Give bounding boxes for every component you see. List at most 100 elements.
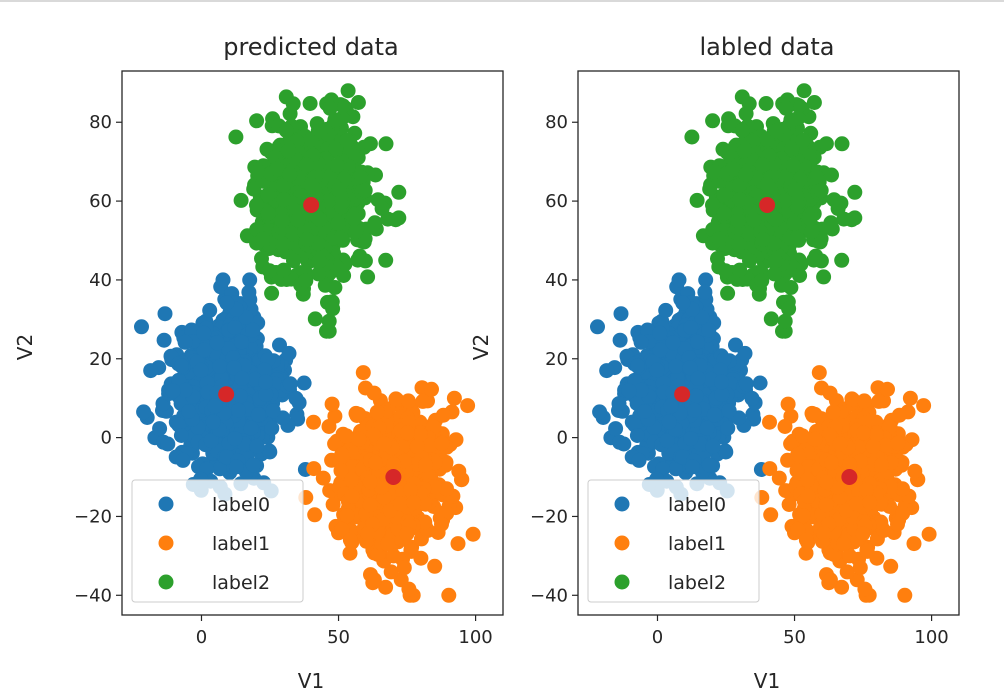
- scatter-point-label2: [725, 161, 741, 177]
- scatter-point-label0: [698, 272, 714, 288]
- scatter-point-label1: [434, 435, 450, 451]
- scatter-point-label1: [315, 470, 331, 486]
- scatter-point-label2: [311, 253, 327, 269]
- legend-label: label2: [212, 572, 270, 594]
- scatter-point-label0: [265, 403, 281, 419]
- scatter-point-label2: [313, 123, 329, 139]
- scatter-point-label1: [369, 404, 385, 420]
- scatter-point-label1: [368, 455, 383, 471]
- scatter-point-label1: [435, 407, 451, 423]
- scatter-point-label1: [396, 560, 412, 576]
- scatter-point-label1: [862, 495, 878, 510]
- scatter-point-label2: [777, 313, 793, 329]
- scatter-point-label2: [330, 215, 346, 231]
- scatter-point-label2: [767, 266, 782, 282]
- scatter-point-label1: [842, 548, 857, 564]
- centroid-point: [218, 386, 235, 403]
- scatter-point-label2: [299, 157, 315, 173]
- scatter-point-label1: [824, 455, 839, 471]
- scatter-point-label1: [380, 536, 396, 552]
- scatter-point-label1: [902, 390, 918, 406]
- scatter-point-label1: [342, 532, 358, 548]
- scatter-point-label0: [184, 322, 199, 338]
- scatter-point-label2: [795, 133, 811, 149]
- scatter-point-label1: [422, 437, 438, 453]
- scatter-point-label0: [649, 362, 665, 378]
- scatter-point-label1: [839, 564, 855, 580]
- scatter-point-label2: [716, 187, 732, 203]
- scatter-point-label0: [241, 284, 257, 300]
- y-tick-label: 60: [89, 191, 112, 212]
- scatter-point-label2: [275, 236, 291, 252]
- scatter-point-label2: [808, 169, 824, 185]
- scatter-point-label1: [836, 536, 852, 552]
- scatter-point-label0: [196, 342, 212, 358]
- scatter-point-label2: [755, 231, 771, 247]
- scatter-point-label0: [207, 398, 223, 414]
- scatter-point-label2: [711, 231, 727, 247]
- scatter-point-label1: [415, 393, 431, 409]
- scatter-point-label1: [409, 439, 425, 455]
- scatter-point-label1: [821, 427, 837, 443]
- scatter-point-label2: [834, 252, 850, 268]
- scatter-point-label0: [675, 449, 691, 465]
- scatter-point-label1: [321, 419, 337, 434]
- scatter-point-label2: [339, 133, 355, 149]
- scatter-point-label1: [460, 398, 476, 414]
- scatter-point-label2: [331, 182, 347, 198]
- y-tick-label: 20: [89, 349, 112, 370]
- scatter-point-label0: [687, 402, 702, 418]
- scatter-point-label0: [668, 358, 684, 374]
- scatter-point-label2: [254, 251, 269, 266]
- scatter-point-label0: [752, 375, 768, 391]
- scatter-point-label1: [762, 414, 777, 430]
- scatter-point-label1: [874, 457, 890, 473]
- scatter-point-label2: [783, 280, 799, 295]
- legend-marker-label1: [158, 535, 174, 551]
- scatter-point-label1: [795, 428, 811, 444]
- scatter-point-label1: [781, 497, 797, 512]
- scatter-point-label2: [391, 184, 407, 200]
- scatter-point-label1: [789, 463, 805, 479]
- x-axis-label: V1: [298, 669, 324, 693]
- scatter-point-label1: [424, 381, 439, 397]
- scatter-point-label2: [755, 157, 771, 173]
- y-tick-label: 80: [545, 112, 568, 133]
- scatter-point-label2: [328, 140, 344, 156]
- scatter-point-label2: [834, 136, 850, 152]
- scatter-point-label0: [592, 404, 608, 420]
- scatter-point-label0: [613, 306, 629, 322]
- scatter-point-label2: [249, 197, 264, 213]
- scatter-point-label1: [427, 558, 443, 574]
- centroid-point: [674, 386, 691, 403]
- scatter-point-label1: [783, 436, 799, 452]
- legend-marker-label2: [614, 574, 630, 590]
- scatter-point-label1: [883, 558, 899, 574]
- scatter-point-label2: [786, 215, 802, 231]
- scatter-point-label1: [351, 406, 367, 422]
- axes-frame: [577, 70, 960, 616]
- plot-area-points: [134, 83, 481, 603]
- scatter-point-label0: [258, 374, 274, 390]
- y-axis-label: V2: [469, 334, 493, 360]
- scatter-point-label1: [400, 393, 416, 409]
- scatter-point-label1: [852, 560, 868, 576]
- x-tick-label: 100: [458, 627, 492, 648]
- scatter-point-label2: [302, 96, 318, 111]
- scatter-point-label2: [321, 193, 337, 209]
- scatter-point-label1: [366, 572, 382, 588]
- scatter-point-label0: [173, 428, 189, 443]
- scatter-point-label0: [228, 459, 244, 475]
- scatter-point-label1: [816, 526, 832, 541]
- scatter-point-label0: [590, 319, 605, 335]
- scatter-point-label0: [744, 390, 760, 406]
- scatter-point-label0: [630, 358, 645, 374]
- scatter-point-label1: [402, 482, 418, 498]
- y-tick-label: 20: [545, 349, 568, 370]
- scatter-point-label1: [333, 463, 349, 479]
- scatter-point-label0: [699, 420, 715, 436]
- scatter-point-label2: [367, 215, 383, 231]
- scatter-point-label1: [351, 431, 367, 447]
